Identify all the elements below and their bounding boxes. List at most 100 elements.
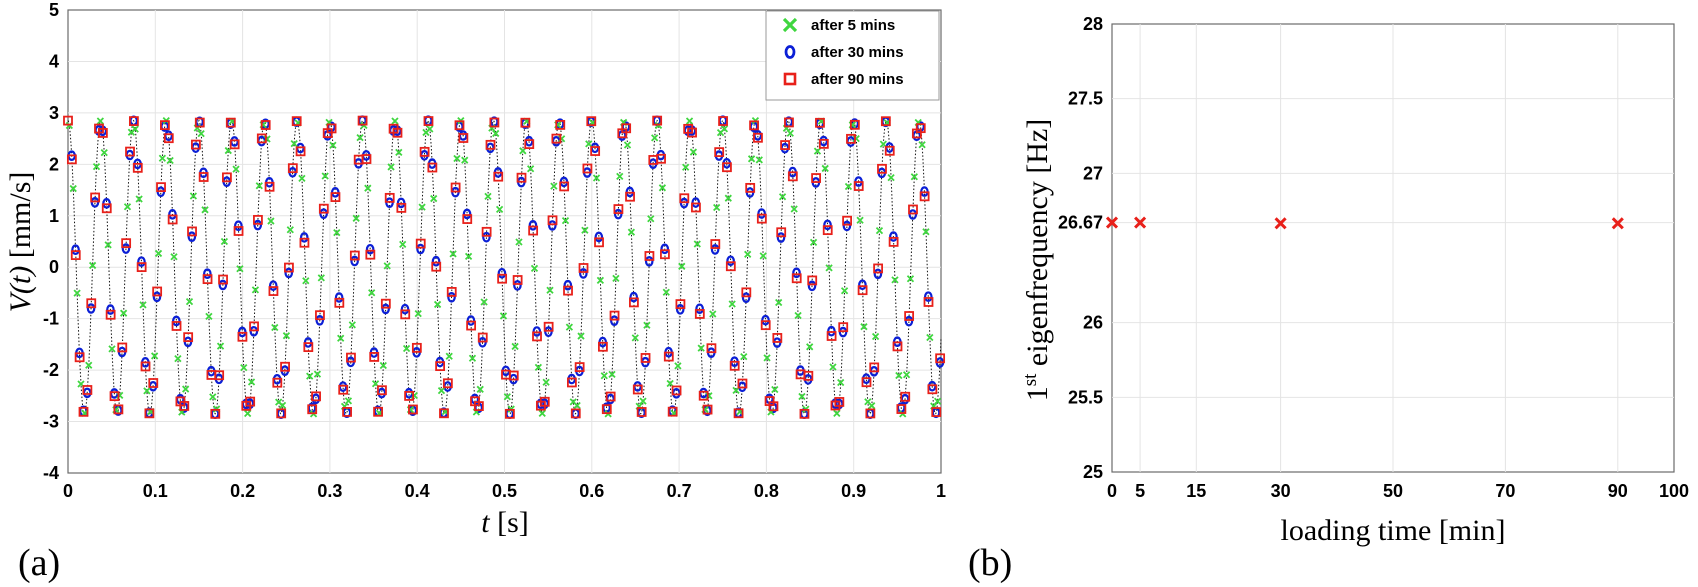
data-point (290, 140, 298, 148)
y-tick-label: 1 (49, 206, 59, 226)
data-point (534, 363, 543, 371)
data-point (419, 146, 430, 157)
data-point (865, 408, 876, 419)
data-point (768, 401, 779, 412)
data-point (104, 241, 112, 249)
data-point (728, 300, 736, 308)
data-point (408, 404, 418, 415)
y-tick-label: 28 (1083, 14, 1103, 34)
data-point (544, 326, 553, 338)
data-point (674, 362, 682, 370)
panel-a-y-axis-label: V(t) [mm/s] (4, 172, 37, 313)
data-point (532, 331, 542, 342)
data-point (718, 116, 728, 126)
data-point (682, 163, 690, 171)
data-point (154, 249, 163, 258)
x-tick-label: 1 (936, 481, 946, 501)
data-point (840, 287, 849, 295)
data-point (168, 209, 177, 220)
data-point (492, 129, 500, 138)
data-point (255, 182, 263, 190)
data-point (329, 141, 337, 149)
data-point (904, 311, 915, 321)
data-point (838, 322, 849, 333)
data-point (539, 396, 550, 407)
data-point (605, 391, 616, 402)
data-point (877, 163, 887, 174)
data-point (771, 385, 779, 394)
data-point (724, 194, 732, 202)
data-point (792, 267, 801, 279)
data-point (776, 232, 786, 243)
data-point (513, 280, 522, 291)
data-point (216, 342, 225, 350)
data-point (647, 215, 655, 223)
data-point (249, 326, 259, 337)
y-tick-label: -3 (43, 412, 59, 432)
data-point (391, 117, 399, 125)
data-point (240, 364, 248, 372)
data-point (433, 300, 442, 309)
data-point (156, 182, 166, 193)
data-point (105, 309, 116, 320)
data-point (902, 371, 911, 379)
data-point (640, 353, 651, 363)
data-point (489, 117, 500, 128)
data-point (306, 372, 314, 380)
data-point (437, 387, 446, 395)
data-point (185, 297, 194, 306)
data-point (632, 384, 643, 395)
data-point (643, 321, 651, 329)
data-point (880, 116, 891, 127)
legend-marker (784, 45, 796, 59)
data-point (821, 164, 829, 173)
data-point (875, 227, 884, 235)
data-point (361, 154, 372, 164)
data-point (148, 378, 159, 388)
data-point (446, 287, 457, 297)
data-point (431, 255, 441, 267)
data-point (399, 240, 407, 249)
data-point (582, 163, 593, 174)
data-point (811, 173, 821, 183)
data-point (411, 342, 422, 353)
data-point (896, 404, 907, 414)
data-point (352, 214, 360, 222)
data-point (900, 391, 911, 402)
data-point (480, 298, 488, 306)
x-tick-label: 0 (63, 481, 73, 501)
data-point (330, 192, 341, 202)
x-tick-label: 0.9 (841, 481, 866, 501)
data-point (822, 225, 833, 236)
x-tick-label: 100 (1659, 481, 1689, 501)
data-point (833, 409, 841, 418)
data-point (868, 402, 876, 410)
x-tick-label: 0.8 (754, 481, 779, 501)
data-point (461, 156, 469, 164)
data-point (334, 297, 345, 308)
data-point (858, 279, 867, 291)
data-point (566, 377, 577, 388)
data-point (853, 181, 864, 191)
data-point (174, 354, 182, 363)
data-point (922, 228, 930, 236)
data-point (128, 116, 139, 126)
data-point (741, 287, 752, 298)
data-point (135, 195, 143, 203)
data-point (857, 285, 868, 296)
x-tick-label: 50 (1383, 481, 1403, 501)
data-point (547, 215, 558, 226)
data-point (713, 203, 721, 212)
data-point (807, 275, 818, 286)
data-point (825, 264, 833, 272)
data-point (829, 363, 837, 371)
data-point (600, 372, 608, 380)
data-point (504, 408, 515, 419)
data-point (449, 250, 457, 258)
data-point (625, 191, 635, 202)
data-point (612, 274, 620, 282)
data-point (737, 378, 748, 389)
data-point (565, 323, 574, 331)
data-point (88, 261, 97, 270)
data-point (933, 397, 942, 405)
